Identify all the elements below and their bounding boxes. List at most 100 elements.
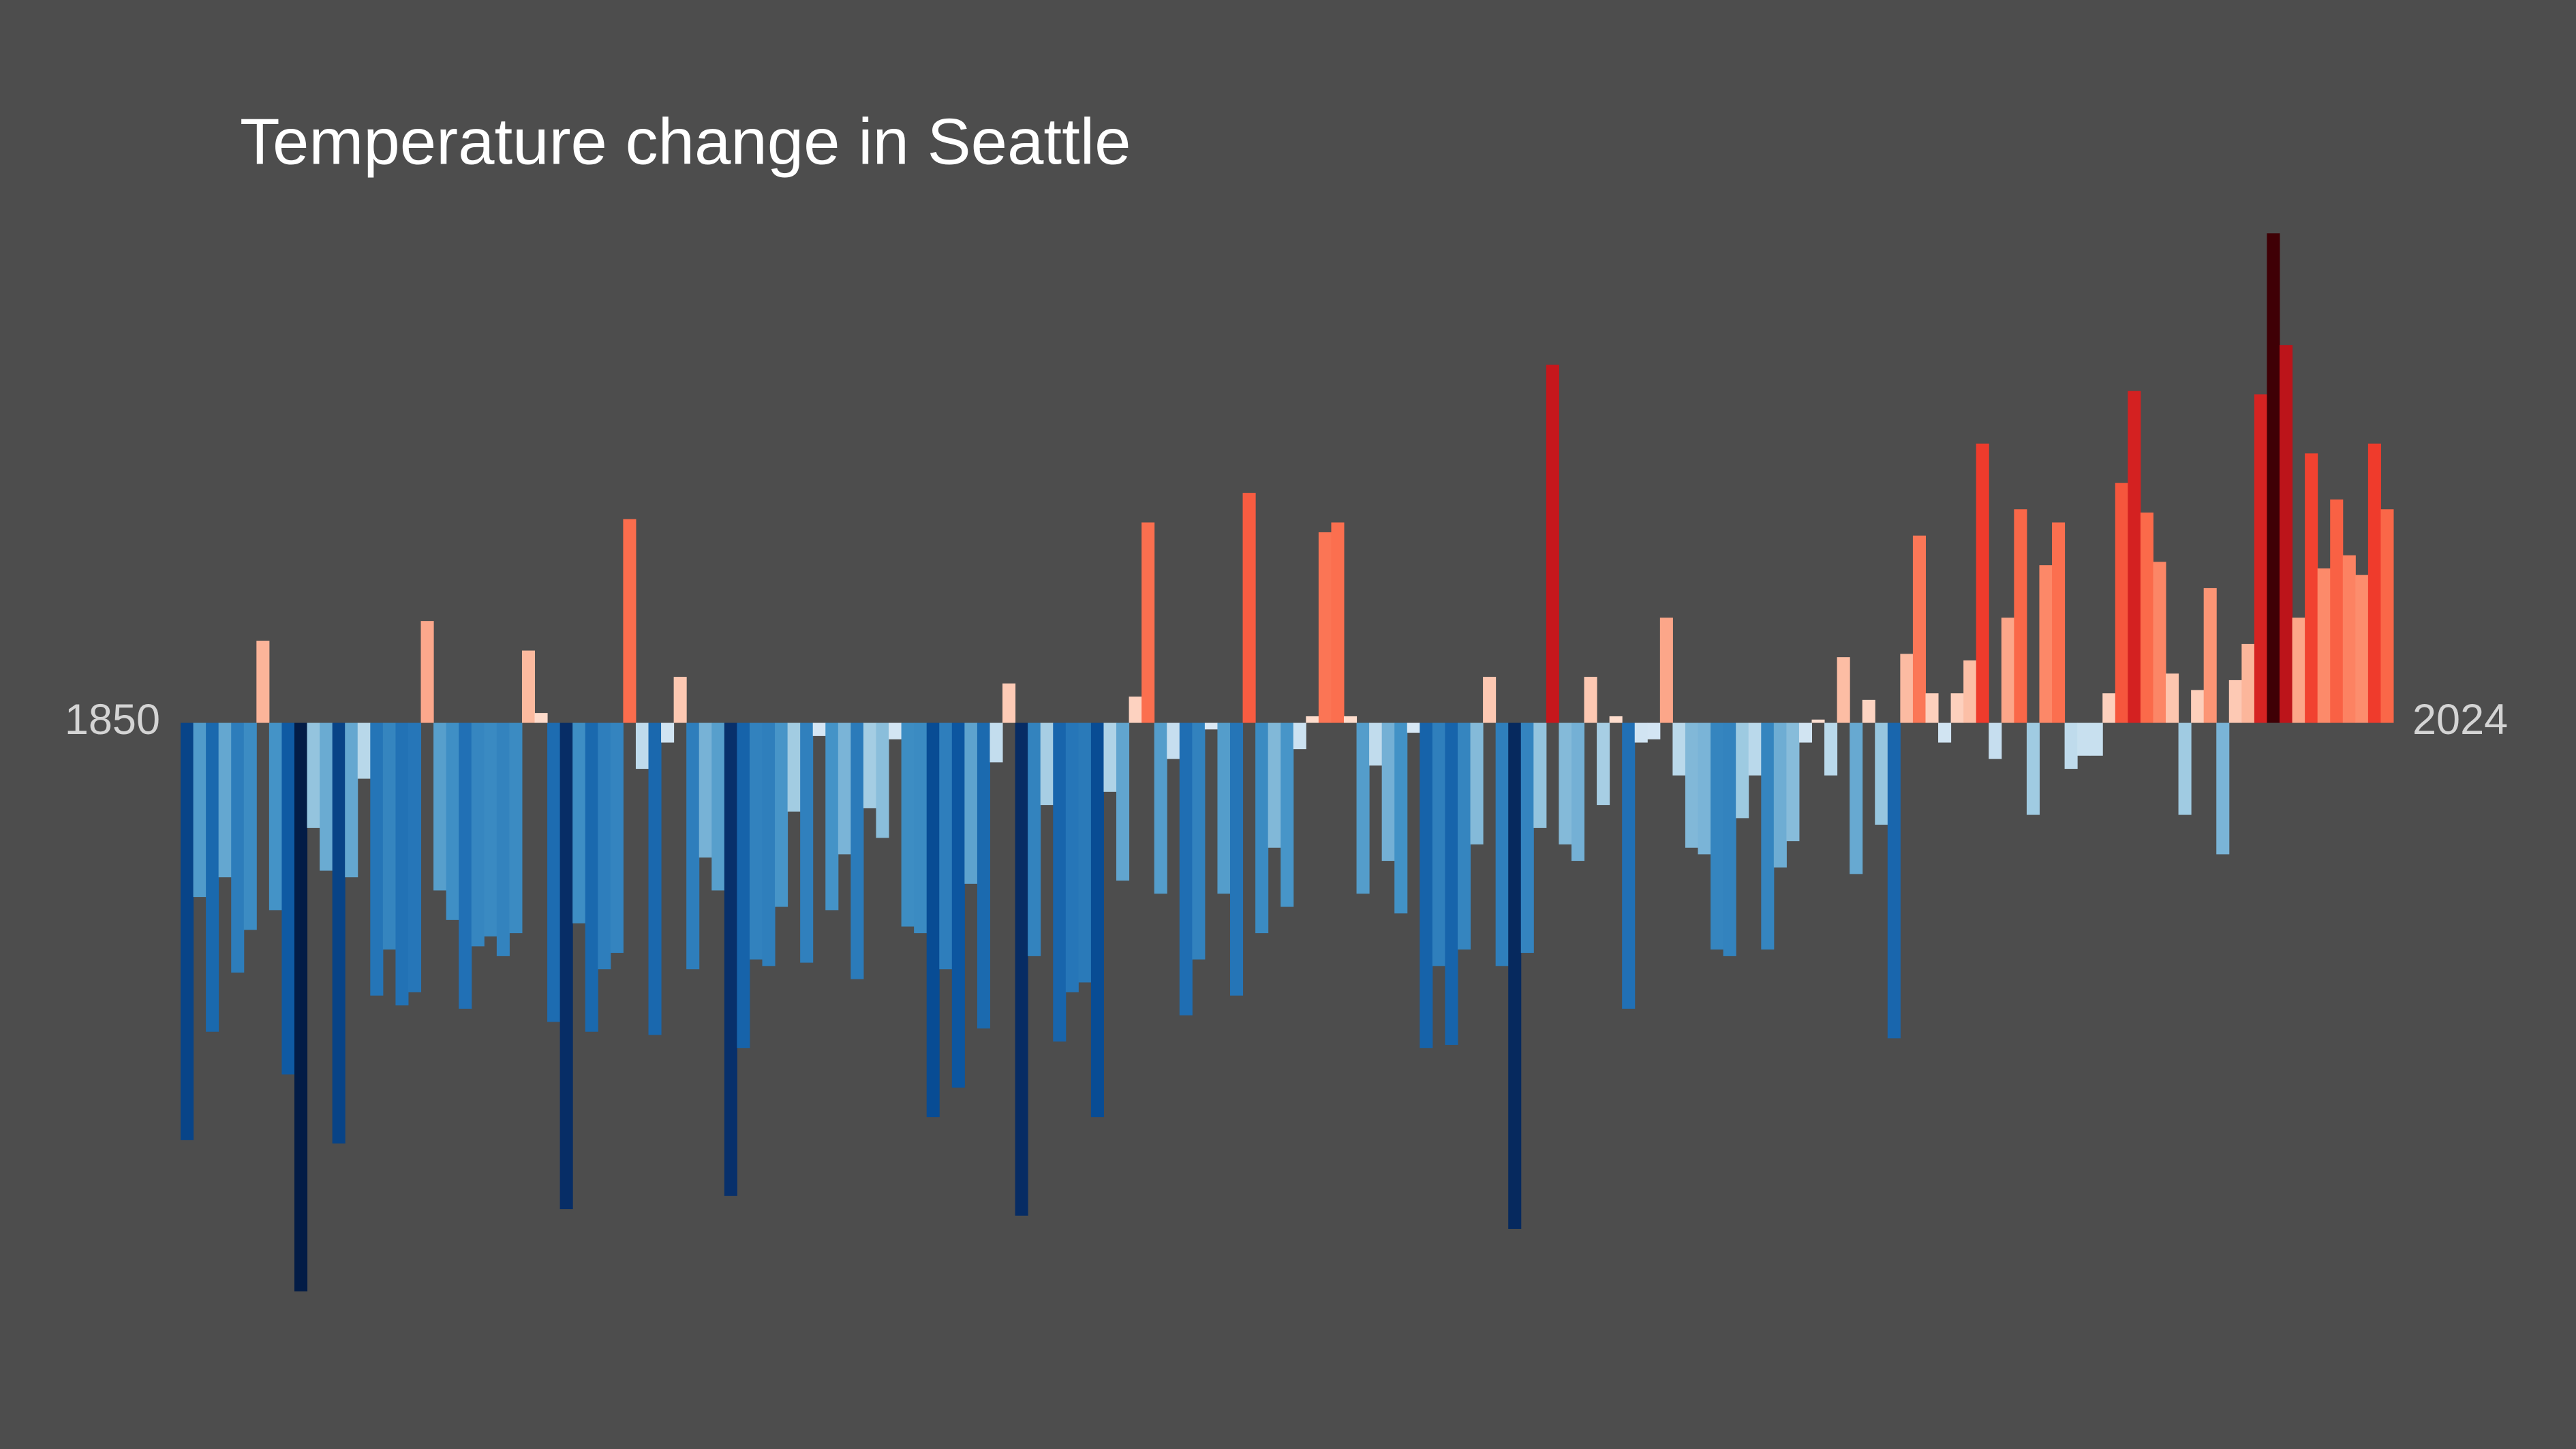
bar [1938, 722, 1952, 743]
bar [2115, 483, 2128, 723]
bar [598, 722, 611, 970]
bar [1343, 716, 1358, 723]
bar [2102, 693, 2116, 723]
bar [2014, 509, 2027, 723]
bar [711, 722, 725, 891]
bar [2191, 690, 2205, 723]
bar [243, 722, 257, 930]
bar [1129, 697, 1142, 723]
bar [1078, 722, 1092, 983]
bar [1875, 722, 1888, 825]
bar [1445, 722, 1458, 1046]
bar [256, 641, 270, 723]
bar [1204, 722, 1218, 730]
bar [648, 722, 662, 1035]
bar [1356, 722, 1370, 894]
bar [914, 722, 927, 934]
bar [320, 722, 333, 871]
bar [357, 722, 371, 779]
bar [623, 519, 637, 723]
chart-title: Temperature change in Seattle [240, 105, 1131, 178]
bar [1647, 722, 1661, 739]
bar [1850, 722, 1863, 874]
bar [231, 722, 245, 973]
bar [572, 722, 586, 924]
bar [1685, 722, 1699, 848]
bar [1002, 683, 1016, 723]
bar [1571, 722, 1585, 861]
bar [2380, 509, 2394, 723]
bar [724, 722, 737, 1196]
bar [509, 722, 523, 934]
year-label: 2024 [2412, 696, 2508, 744]
bar [2089, 722, 2103, 756]
bar [889, 722, 902, 739]
bar [800, 722, 814, 963]
bar [206, 722, 219, 1032]
bar [281, 722, 295, 1075]
bar [1698, 722, 1711, 855]
bar [585, 722, 598, 1032]
bar [1711, 722, 1724, 950]
bar [1217, 722, 1231, 894]
bar [1242, 493, 1256, 723]
bar [990, 722, 1003, 763]
bar [1318, 532, 1332, 723]
bar [775, 722, 788, 907]
bar [534, 713, 548, 723]
bar [1989, 722, 2002, 759]
bar [1230, 722, 1244, 996]
bar [1736, 722, 1749, 819]
bar [382, 722, 396, 950]
bar [1432, 722, 1445, 966]
bar [459, 722, 472, 1009]
bar [521, 650, 536, 723]
bar [193, 722, 206, 898]
bar [1634, 722, 1648, 743]
bar [2317, 568, 2331, 723]
bar [484, 722, 497, 936]
bar [2128, 391, 2141, 723]
bar [1457, 722, 1471, 950]
bar [762, 722, 776, 966]
bar [1900, 654, 1914, 723]
bar [2166, 673, 2179, 723]
bar [420, 621, 434, 723]
bar [1761, 722, 1775, 950]
bar [1394, 722, 1408, 914]
bar [2153, 562, 2166, 723]
bar [1053, 722, 1067, 1042]
bar [1508, 722, 1522, 1230]
bar [2267, 233, 2280, 723]
bar [2228, 680, 2242, 723]
bar [1887, 722, 1901, 1039]
bar [1028, 722, 1041, 956]
bar [1659, 617, 1673, 723]
bar [1281, 722, 1294, 907]
bar [2052, 522, 2066, 723]
bar [2140, 513, 2153, 723]
bar [547, 722, 561, 1022]
bar [673, 677, 687, 723]
bar [2203, 588, 2217, 723]
bar [370, 722, 384, 996]
bar [1963, 660, 1977, 723]
bar [876, 722, 889, 838]
bar [838, 722, 851, 855]
bar [1116, 722, 1130, 881]
bar [496, 722, 510, 956]
bar [1546, 365, 1559, 723]
bar [1420, 722, 1433, 1048]
bar [1179, 722, 1193, 1016]
bar [1483, 677, 1497, 723]
bar [1786, 722, 1800, 842]
bar [345, 722, 358, 878]
bar [964, 722, 978, 884]
bar [269, 722, 282, 911]
bar [863, 722, 876, 808]
bar [1065, 722, 1079, 992]
bar [1976, 443, 1989, 723]
bar [1470, 722, 1484, 844]
bar [926, 722, 940, 1118]
